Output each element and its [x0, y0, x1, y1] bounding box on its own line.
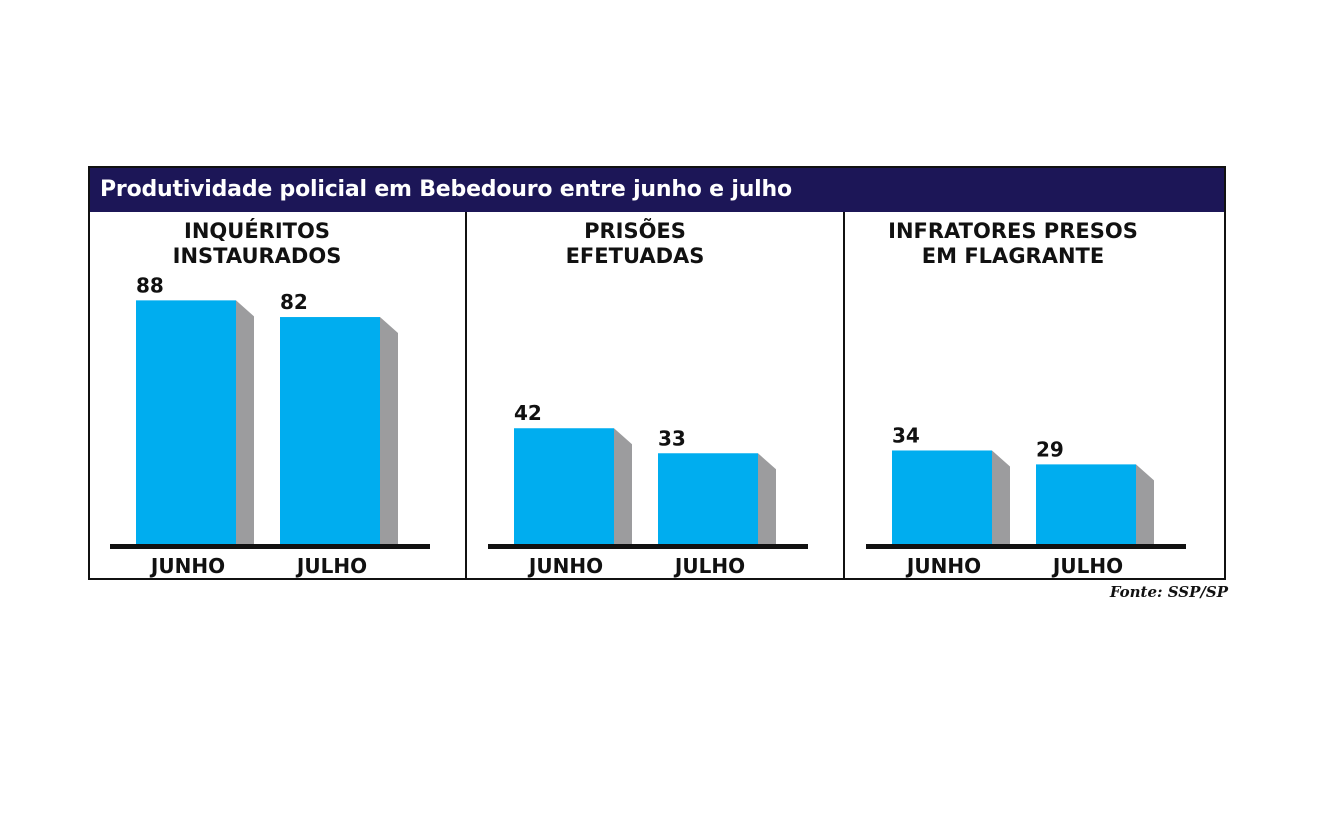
infographic-title: Produtividade policial em Bebedouro entr…: [90, 168, 1224, 212]
category-label: JULHO: [673, 554, 745, 578]
value-label: 82: [280, 290, 308, 314]
bar-shadow: [758, 453, 776, 545]
chart-title-line: EFETUADAS: [566, 244, 705, 268]
bar-junho: [892, 450, 992, 545]
category-label: JUNHO: [905, 554, 981, 578]
category-label: JUNHO: [149, 554, 225, 578]
category-label: JULHO: [1051, 554, 1123, 578]
bar-shadow: [1136, 464, 1154, 545]
x-axis-baseline: [110, 544, 430, 549]
category-label: JUNHO: [527, 554, 603, 578]
chart-title-line: PRISÕES: [584, 218, 686, 243]
value-label: 33: [658, 426, 686, 450]
infographic-frame: Produtividade policial em Bebedouro entr…: [88, 166, 1226, 580]
bar-julho: [658, 453, 758, 545]
chart-title-line: INSTAURADOS: [173, 244, 342, 268]
bar-julho: [280, 317, 380, 545]
bar-junho: [136, 300, 236, 545]
chart-title-line: INQUÉRITOS: [184, 218, 330, 243]
value-label: 42: [514, 401, 542, 425]
bar-shadow: [236, 300, 254, 545]
value-label: 88: [136, 273, 164, 297]
value-label: 29: [1036, 437, 1064, 461]
chart-title-line: INFRATORES PRESOS: [888, 219, 1138, 243]
bar-shadow: [992, 450, 1010, 545]
x-axis-baseline: [488, 544, 808, 549]
source-note: Fonte: SSP/SP: [1109, 583, 1228, 601]
bar-shadow: [614, 428, 632, 545]
value-label: 34: [892, 423, 920, 447]
bar-julho: [1036, 464, 1136, 545]
charts-area: INQUÉRITOSINSTAURADOS88JUNHO82JULHOPRISÕ…: [110, 212, 1186, 578]
bar-shadow: [380, 317, 398, 545]
x-axis-baseline: [866, 544, 1186, 549]
bar-junho: [514, 428, 614, 545]
category-label: JULHO: [295, 554, 367, 578]
chart-title-line: EM FLAGRANTE: [922, 244, 1104, 268]
